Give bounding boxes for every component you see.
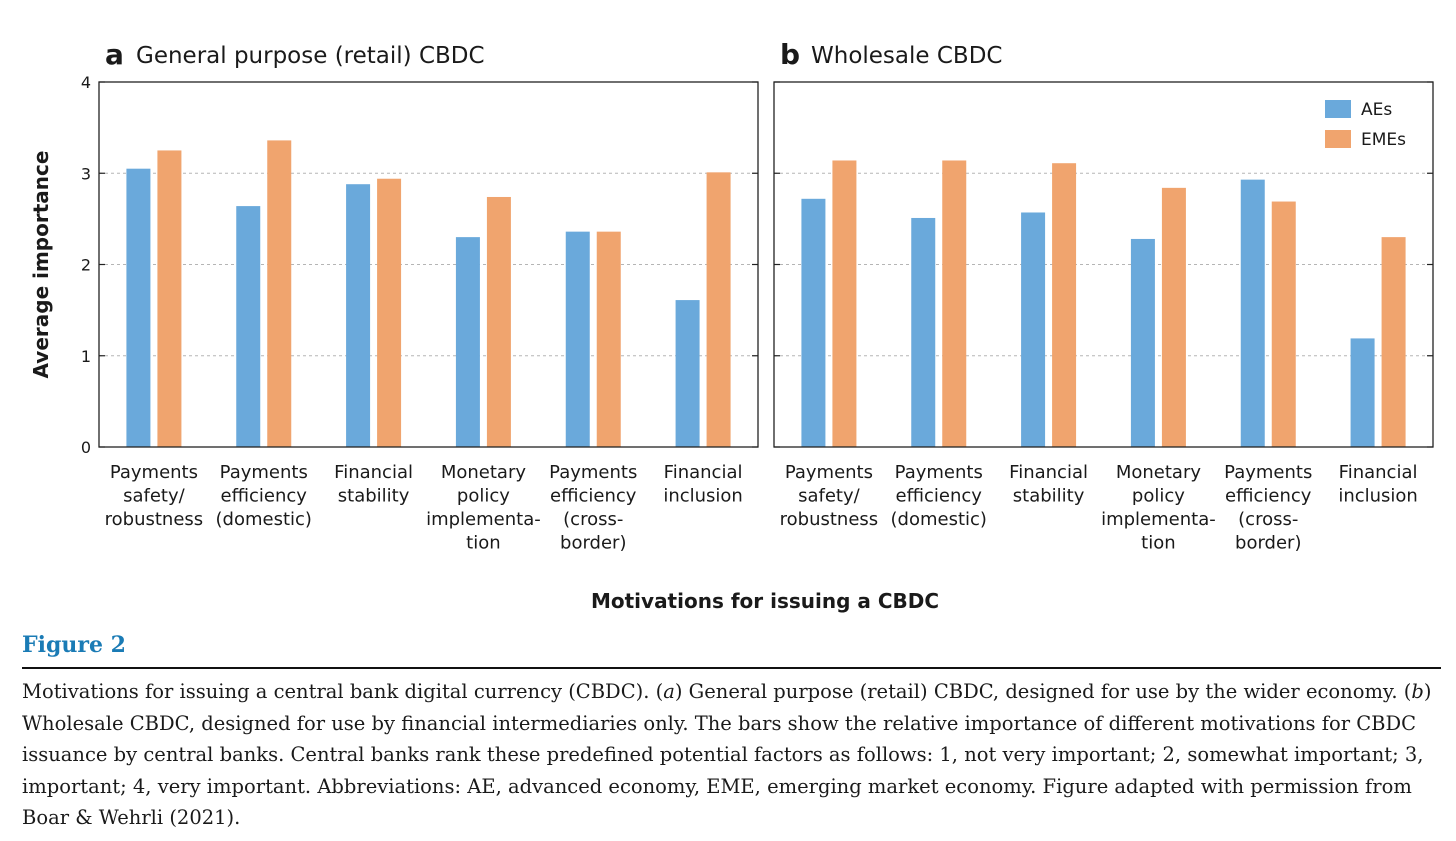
bar-a-aes-3 — [455, 237, 480, 447]
bar-b-emes-5 — [1381, 237, 1406, 447]
bar-b-emes-4 — [1271, 201, 1296, 447]
legend-label-emes: EMEs — [1361, 130, 1406, 150]
ytick-label-0: 0 — [81, 438, 91, 457]
bar-b-emes-1 — [942, 160, 967, 447]
ytick-label-3: 3 — [81, 164, 91, 183]
bar-b-aes-2 — [1021, 212, 1046, 447]
panel-title-b: Wholesale CBDC — [811, 43, 1002, 69]
bar-b-aes-5 — [1350, 338, 1375, 447]
category-label-a-5: Financial inclusion — [663, 462, 743, 507]
y-axis-label: Average importance — [29, 151, 53, 379]
bar-b-aes-0 — [801, 198, 826, 447]
category-label-b-4: Payments efficiency (cross-border) — [1224, 462, 1312, 554]
ytick-label-1: 1 — [81, 347, 91, 366]
category-label-a-3: Monetary policy implementa-tion — [426, 462, 541, 554]
bar-a-emes-5 — [706, 172, 731, 447]
caption-part-2: ) General purpose (retail) CBDC, designe… — [674, 680, 1412, 703]
category-label-a-0: Payments safety/robustness — [105, 462, 204, 530]
bar-b-aes-1 — [911, 217, 936, 447]
bar-a-emes-4 — [596, 231, 621, 447]
category-label-a-1: Payments efficiency (domestic) — [216, 462, 312, 530]
legend: AEs EMEs — [1325, 100, 1406, 150]
bar-a-aes-4 — [565, 231, 590, 447]
caption-part-3: ) Wholesale CBDC, designed for use by fi… — [22, 680, 1432, 829]
legend-swatch-emes — [1325, 130, 1351, 148]
bar-b-emes-2 — [1052, 163, 1077, 447]
bar-a-aes-1 — [236, 206, 261, 447]
bar-a-aes-0 — [126, 168, 151, 447]
category-label-a-4: Payments efficiency (cross-border) — [549, 462, 637, 554]
bar-b-emes-0 — [832, 160, 857, 447]
bar-a-emes-3 — [486, 196, 511, 447]
bar-a-aes-2 — [346, 184, 371, 447]
figure-label: Figure 2 — [22, 632, 126, 658]
bar-a-emes-2 — [377, 178, 402, 447]
bar-a-emes-1 — [267, 140, 292, 447]
x-axis-label: Motivations for issuing a CBDC — [591, 589, 939, 613]
legend-label-aes: AEs — [1361, 100, 1392, 120]
category-label-b-0: Payments safety/robustness — [780, 462, 879, 530]
panel-title-a: General purpose (retail) CBDC — [136, 43, 485, 69]
panel-letter-b: b — [780, 38, 800, 71]
bar-a-emes-0 — [157, 150, 182, 447]
caption-panel-a: a — [663, 680, 675, 703]
bar-b-emes-3 — [1161, 187, 1186, 447]
figure-rule — [22, 667, 1441, 669]
caption-panel-b: b — [1411, 680, 1424, 703]
caption-part-1: Motivations for issuing a central bank d… — [22, 680, 664, 703]
category-label-a-2: Financial stability — [334, 462, 413, 507]
ytick-label-4: 4 — [81, 73, 91, 92]
legend-swatch-aes — [1325, 100, 1351, 118]
bar-b-aes-3 — [1130, 238, 1155, 447]
category-label-b-5: Financial inclusion — [1338, 462, 1418, 507]
ytick-label-2: 2 — [81, 256, 91, 275]
category-label-b-2: Financial stability — [1009, 462, 1088, 507]
bar-a-aes-5 — [675, 300, 700, 447]
category-label-b-3: Monetary policy implementa-tion — [1101, 462, 1216, 554]
panel-letter-a: a — [105, 38, 124, 71]
figure-caption: Motivations for issuing a central bank d… — [22, 676, 1442, 834]
bar-b-aes-4 — [1240, 179, 1265, 447]
category-label-b-1: Payments efficiency (domestic) — [891, 462, 987, 530]
